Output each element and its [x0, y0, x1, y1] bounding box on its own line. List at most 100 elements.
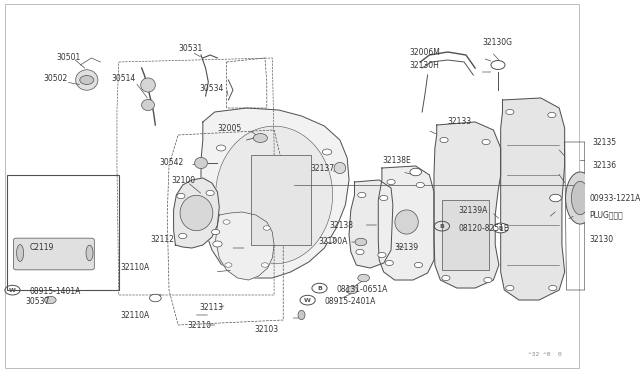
Text: 32136: 32136	[592, 160, 616, 170]
Circle shape	[416, 182, 424, 187]
Ellipse shape	[17, 245, 24, 262]
Text: 32100A: 32100A	[318, 237, 348, 247]
Circle shape	[378, 252, 386, 257]
Circle shape	[223, 220, 230, 224]
Text: 32112: 32112	[151, 235, 175, 244]
Circle shape	[358, 192, 366, 198]
Text: 32130H: 32130H	[410, 61, 439, 70]
Text: 30502: 30502	[44, 74, 68, 83]
Text: 32113: 32113	[199, 304, 223, 312]
Text: 32110A: 32110A	[120, 311, 150, 320]
Text: ^32 ^0  0: ^32 ^0 0	[527, 352, 561, 357]
Circle shape	[253, 134, 268, 142]
Text: 30531: 30531	[178, 44, 202, 52]
Ellipse shape	[334, 163, 346, 174]
Text: 32135: 32135	[592, 138, 616, 147]
Polygon shape	[201, 108, 349, 278]
FancyBboxPatch shape	[13, 238, 94, 270]
Circle shape	[44, 296, 56, 304]
Text: 32137: 32137	[310, 164, 335, 173]
Text: 32130: 32130	[589, 235, 614, 244]
Circle shape	[506, 285, 514, 291]
Ellipse shape	[395, 210, 419, 234]
Text: C2119: C2119	[29, 244, 54, 253]
Circle shape	[323, 149, 332, 155]
Polygon shape	[173, 178, 220, 248]
Text: 32139A: 32139A	[459, 205, 488, 215]
Circle shape	[225, 263, 232, 267]
Text: 08131-0651A: 08131-0651A	[336, 285, 388, 295]
Text: W: W	[304, 298, 311, 303]
Circle shape	[506, 109, 514, 115]
Circle shape	[326, 237, 335, 243]
FancyBboxPatch shape	[252, 155, 310, 245]
Circle shape	[212, 241, 222, 247]
Text: 32100: 32100	[172, 176, 196, 185]
Text: PLUGプラグ: PLUGプラグ	[589, 211, 623, 219]
Ellipse shape	[141, 99, 154, 110]
Text: B: B	[317, 286, 322, 291]
Polygon shape	[500, 98, 564, 300]
Text: 32138: 32138	[329, 221, 353, 230]
Ellipse shape	[572, 181, 589, 215]
Circle shape	[358, 274, 369, 282]
Text: 32138E: 32138E	[382, 155, 411, 164]
Ellipse shape	[566, 172, 595, 224]
Circle shape	[410, 168, 422, 176]
Circle shape	[493, 223, 508, 233]
Circle shape	[212, 230, 220, 235]
Circle shape	[387, 179, 395, 185]
Text: B: B	[440, 224, 444, 229]
Circle shape	[177, 193, 185, 199]
Ellipse shape	[195, 157, 207, 169]
Circle shape	[550, 194, 561, 202]
Circle shape	[548, 285, 557, 291]
Circle shape	[356, 249, 364, 254]
Circle shape	[484, 278, 492, 283]
Text: 32110: 32110	[188, 321, 211, 330]
Text: 32133: 32133	[448, 118, 472, 126]
Text: B: B	[499, 225, 503, 231]
Polygon shape	[378, 166, 434, 280]
Circle shape	[414, 262, 422, 267]
Ellipse shape	[180, 195, 213, 231]
FancyBboxPatch shape	[7, 175, 119, 290]
Circle shape	[179, 233, 187, 238]
Text: 32103: 32103	[254, 326, 278, 334]
Circle shape	[442, 275, 450, 280]
Circle shape	[380, 195, 388, 201]
Text: 32130G: 32130G	[483, 38, 513, 46]
Text: 30534: 30534	[199, 83, 223, 93]
Circle shape	[440, 137, 448, 142]
Text: 32005: 32005	[218, 124, 242, 132]
Text: 30537: 30537	[26, 298, 50, 307]
Circle shape	[263, 226, 270, 230]
Ellipse shape	[298, 310, 305, 320]
Text: 08915-2401A: 08915-2401A	[324, 298, 376, 307]
Circle shape	[491, 61, 505, 70]
FancyBboxPatch shape	[442, 200, 489, 270]
Text: 08120-8251E: 08120-8251E	[459, 224, 509, 232]
Text: 32110A: 32110A	[120, 263, 150, 273]
Ellipse shape	[86, 245, 93, 261]
Text: 00933-1221A: 00933-1221A	[589, 193, 640, 202]
Ellipse shape	[216, 126, 333, 264]
Text: 30501: 30501	[57, 52, 81, 61]
Circle shape	[482, 140, 490, 145]
Polygon shape	[216, 212, 274, 280]
Ellipse shape	[76, 70, 98, 90]
Text: 32139: 32139	[395, 244, 419, 253]
Circle shape	[150, 294, 161, 302]
Text: 30514: 30514	[111, 74, 136, 83]
Circle shape	[262, 263, 268, 267]
Circle shape	[206, 190, 214, 196]
Circle shape	[385, 260, 394, 266]
Polygon shape	[349, 180, 393, 268]
Text: 32006M: 32006M	[410, 48, 440, 57]
Ellipse shape	[141, 78, 156, 92]
Circle shape	[216, 145, 226, 151]
Circle shape	[346, 286, 358, 294]
Circle shape	[80, 76, 94, 84]
Text: 30542: 30542	[160, 157, 184, 167]
Polygon shape	[434, 122, 500, 288]
